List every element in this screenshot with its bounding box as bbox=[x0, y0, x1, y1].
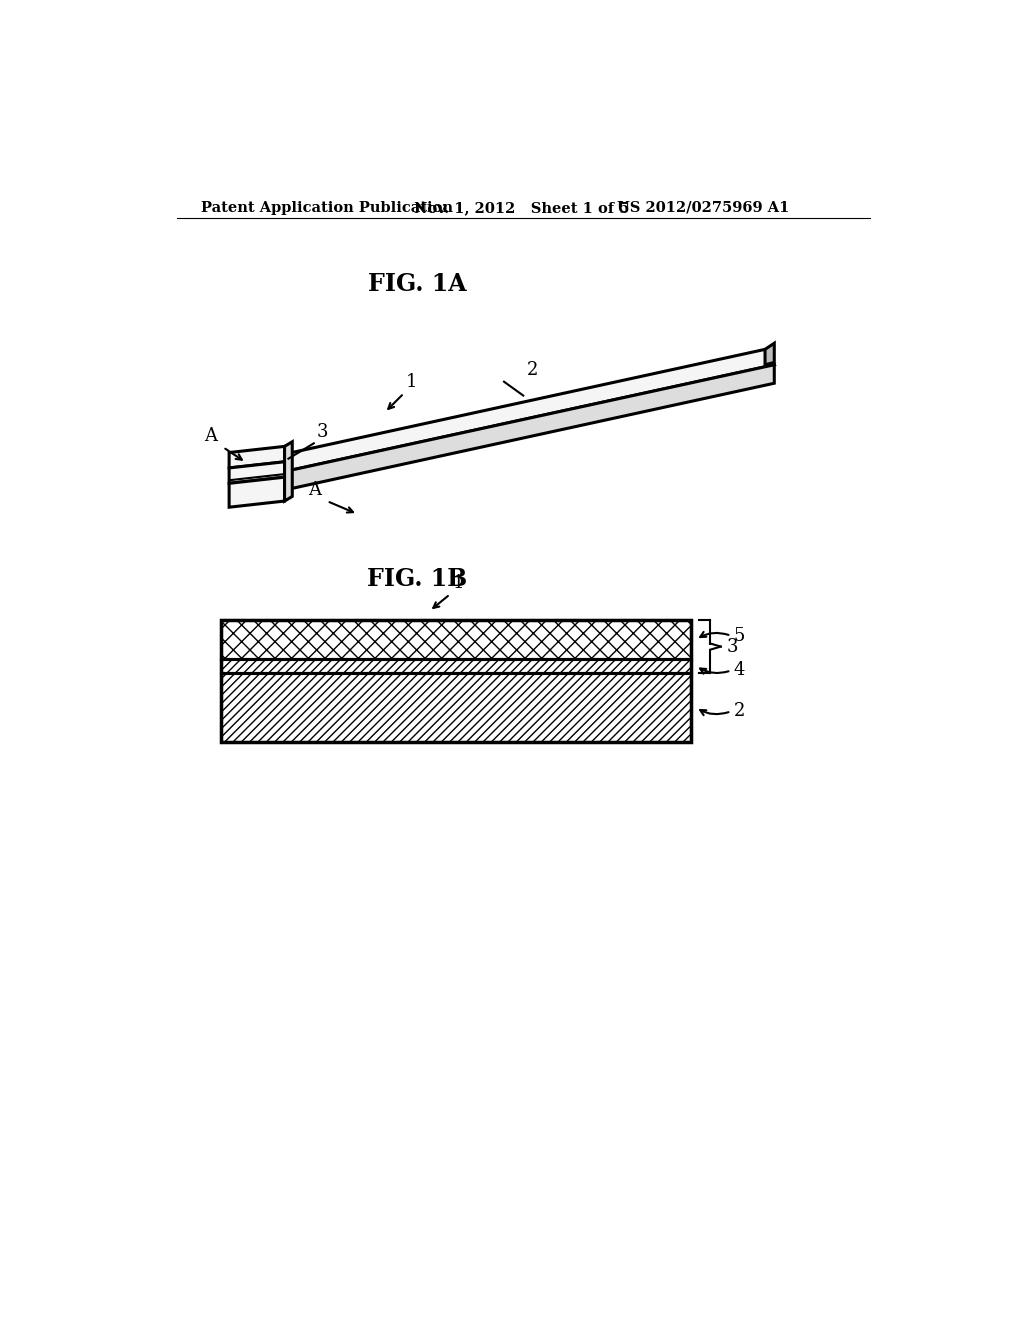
Text: 5: 5 bbox=[733, 627, 744, 644]
Text: US 2012/0275969 A1: US 2012/0275969 A1 bbox=[617, 201, 790, 215]
Polygon shape bbox=[765, 343, 774, 364]
Polygon shape bbox=[285, 442, 292, 502]
Text: 3: 3 bbox=[727, 638, 738, 656]
Text: FIG. 1A: FIG. 1A bbox=[368, 272, 466, 297]
Bar bbox=[221, 673, 691, 742]
Text: Patent Application Publication: Patent Application Publication bbox=[202, 201, 454, 215]
Polygon shape bbox=[280, 364, 774, 491]
Text: A: A bbox=[205, 426, 217, 445]
Polygon shape bbox=[229, 446, 285, 469]
Bar bbox=[221, 659, 691, 673]
Polygon shape bbox=[229, 462, 285, 483]
Polygon shape bbox=[229, 478, 285, 507]
Bar bbox=[221, 620, 691, 742]
Text: 2: 2 bbox=[526, 362, 538, 379]
Bar bbox=[221, 620, 691, 659]
Text: 1: 1 bbox=[453, 574, 464, 591]
Text: 1: 1 bbox=[407, 374, 418, 391]
Text: A: A bbox=[308, 480, 322, 499]
Text: Nov. 1, 2012   Sheet 1 of 5: Nov. 1, 2012 Sheet 1 of 5 bbox=[414, 201, 630, 215]
Text: FIG. 1B: FIG. 1B bbox=[367, 566, 467, 590]
Polygon shape bbox=[270, 350, 774, 473]
Text: 2: 2 bbox=[733, 702, 744, 721]
Text: 4: 4 bbox=[733, 661, 744, 680]
Text: 3: 3 bbox=[316, 422, 328, 441]
